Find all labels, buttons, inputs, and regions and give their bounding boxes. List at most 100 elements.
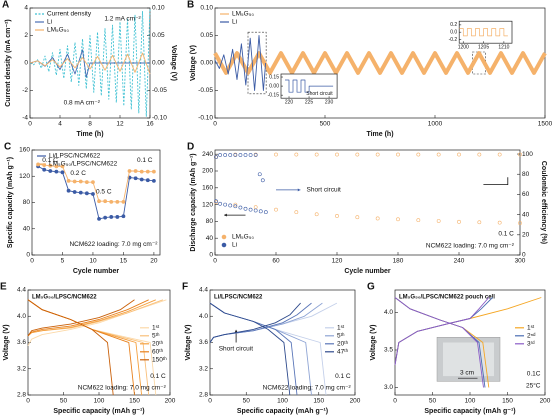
panel-label: D <box>187 142 194 153</box>
data-point <box>54 169 59 174</box>
data-point <box>258 209 263 214</box>
data-point <box>436 219 441 223</box>
x-tick-label: 1000 <box>428 121 443 128</box>
annotation: 25°C <box>526 381 541 389</box>
data-point <box>72 179 77 184</box>
x-tick-label: 50 <box>60 398 68 405</box>
legend-label: Li <box>232 19 237 26</box>
y2-tick-label: 0 <box>522 252 526 259</box>
data-point <box>233 153 238 157</box>
legend-label: Li/LPSC/NCM622 <box>49 153 101 160</box>
y-tick-label: 120 <box>19 173 30 180</box>
x-tick-label: 15 <box>120 258 128 265</box>
y-tick-label: 2 <box>24 32 28 39</box>
y-axis-label: Voltage (V) <box>190 45 197 81</box>
y-tick-label: -0.15 <box>268 93 280 99</box>
legend-label: 47ᵗʰ <box>337 349 349 356</box>
annotation: NCM622 loading: 7.0 mg cm⁻² <box>426 242 515 249</box>
data-point <box>103 199 108 204</box>
legend-label: LM₅G₅₀/LPSC/NCM622 <box>49 161 118 168</box>
annotation: 3 cm <box>460 370 474 377</box>
y-tick-label: 0.05 <box>200 32 213 39</box>
annotation: Short circuit <box>219 346 254 353</box>
arrow <box>483 177 509 186</box>
zoom-box <box>247 31 267 95</box>
y-tick-label: 80 <box>23 199 31 206</box>
data-point <box>253 153 258 157</box>
data-point <box>72 190 77 194</box>
y2-axis-label: Voltage (V) <box>170 45 177 81</box>
y-tick-label: 0 <box>24 60 28 67</box>
data-point <box>274 152 278 157</box>
y-tick-label: 4.0 <box>384 309 393 316</box>
y-tick-label: -4 <box>22 115 28 122</box>
data-point <box>294 152 299 157</box>
x-tick-label: 8 <box>88 121 92 128</box>
y-tick-label: 160 <box>19 147 30 154</box>
x-axis-label: Time (h) <box>366 131 393 138</box>
x-tick-label: 180 <box>393 258 404 265</box>
y-tick-label: 80 <box>206 218 214 225</box>
y-tick-label: 3.6 <box>17 339 26 346</box>
annotation: NCM622 loading: 7.0 mg cm⁻² <box>69 241 158 248</box>
x-axis-label: Cycle number <box>344 268 391 275</box>
y2-tick-label: 40 <box>522 211 530 218</box>
data-point <box>314 212 319 217</box>
x-tick-label: 100 <box>465 398 476 405</box>
data-point <box>314 152 319 157</box>
legend-swatch <box>221 234 227 240</box>
x-tick-label: 150 <box>502 398 513 405</box>
data-point <box>139 177 144 182</box>
series-line <box>27 299 149 396</box>
data-point <box>243 153 248 157</box>
x-tick-label: 4 <box>58 121 62 128</box>
x-tick-label: 200 <box>540 398 551 405</box>
data-point <box>243 206 248 211</box>
data-point <box>66 188 71 193</box>
data-point <box>60 170 65 175</box>
y-tick-label: 0.00 <box>200 60 213 67</box>
data-point <box>223 202 228 207</box>
series-line <box>213 51 547 75</box>
data-point <box>145 169 150 174</box>
data-point <box>238 153 243 157</box>
data-point <box>260 178 265 183</box>
y-tick-label: 0 <box>209 252 213 259</box>
data-point <box>84 191 89 196</box>
plot-frame <box>214 149 521 256</box>
x-tick-label: 230 <box>325 100 334 106</box>
legend-label: 5ᵗʰ <box>152 333 160 340</box>
annotation: 0.2 C <box>70 170 86 177</box>
panel-label: C <box>4 142 11 153</box>
legend-label: 60ᵗʰ <box>152 349 164 356</box>
y-tick-label: 0.15 <box>269 74 279 80</box>
x-tick-label: 0 <box>213 121 217 128</box>
annotation: 0.8 mA cm⁻² <box>64 99 101 106</box>
series-line <box>27 299 156 396</box>
series-line <box>214 35 267 91</box>
data-point <box>121 199 126 204</box>
x-tick-label: 150 <box>313 398 324 405</box>
data-point <box>97 217 101 221</box>
y-tick-label: 0.10 <box>200 5 213 12</box>
annotation: 0.1 C <box>335 373 351 380</box>
arrow-head <box>224 213 227 217</box>
x-tick-label: 10 <box>89 258 97 265</box>
legend-label: LM₅G₅₀ <box>47 27 69 34</box>
series-line <box>29 7 151 117</box>
x-tick-label: 1205 <box>478 45 489 51</box>
annotation: Short circuit <box>306 91 333 97</box>
data-point <box>253 205 258 210</box>
y-tick-label: 4.0 <box>17 313 26 320</box>
x-axis-label: Specific capacity (mAh g⁻¹) <box>424 408 515 415</box>
y-tick-label: 4 <box>24 5 28 12</box>
y-tick-label: 0.0 <box>450 30 457 36</box>
data-point <box>477 220 482 225</box>
data-point <box>48 169 53 173</box>
y-tick-label: -0.05 <box>198 87 213 94</box>
data-point <box>355 152 360 157</box>
y-axis-label: Current density (mA cm⁻²) <box>5 19 12 106</box>
x-tick-label: 0 <box>28 121 32 128</box>
data-point <box>228 203 233 208</box>
x-tick-label: 12 <box>116 121 124 128</box>
